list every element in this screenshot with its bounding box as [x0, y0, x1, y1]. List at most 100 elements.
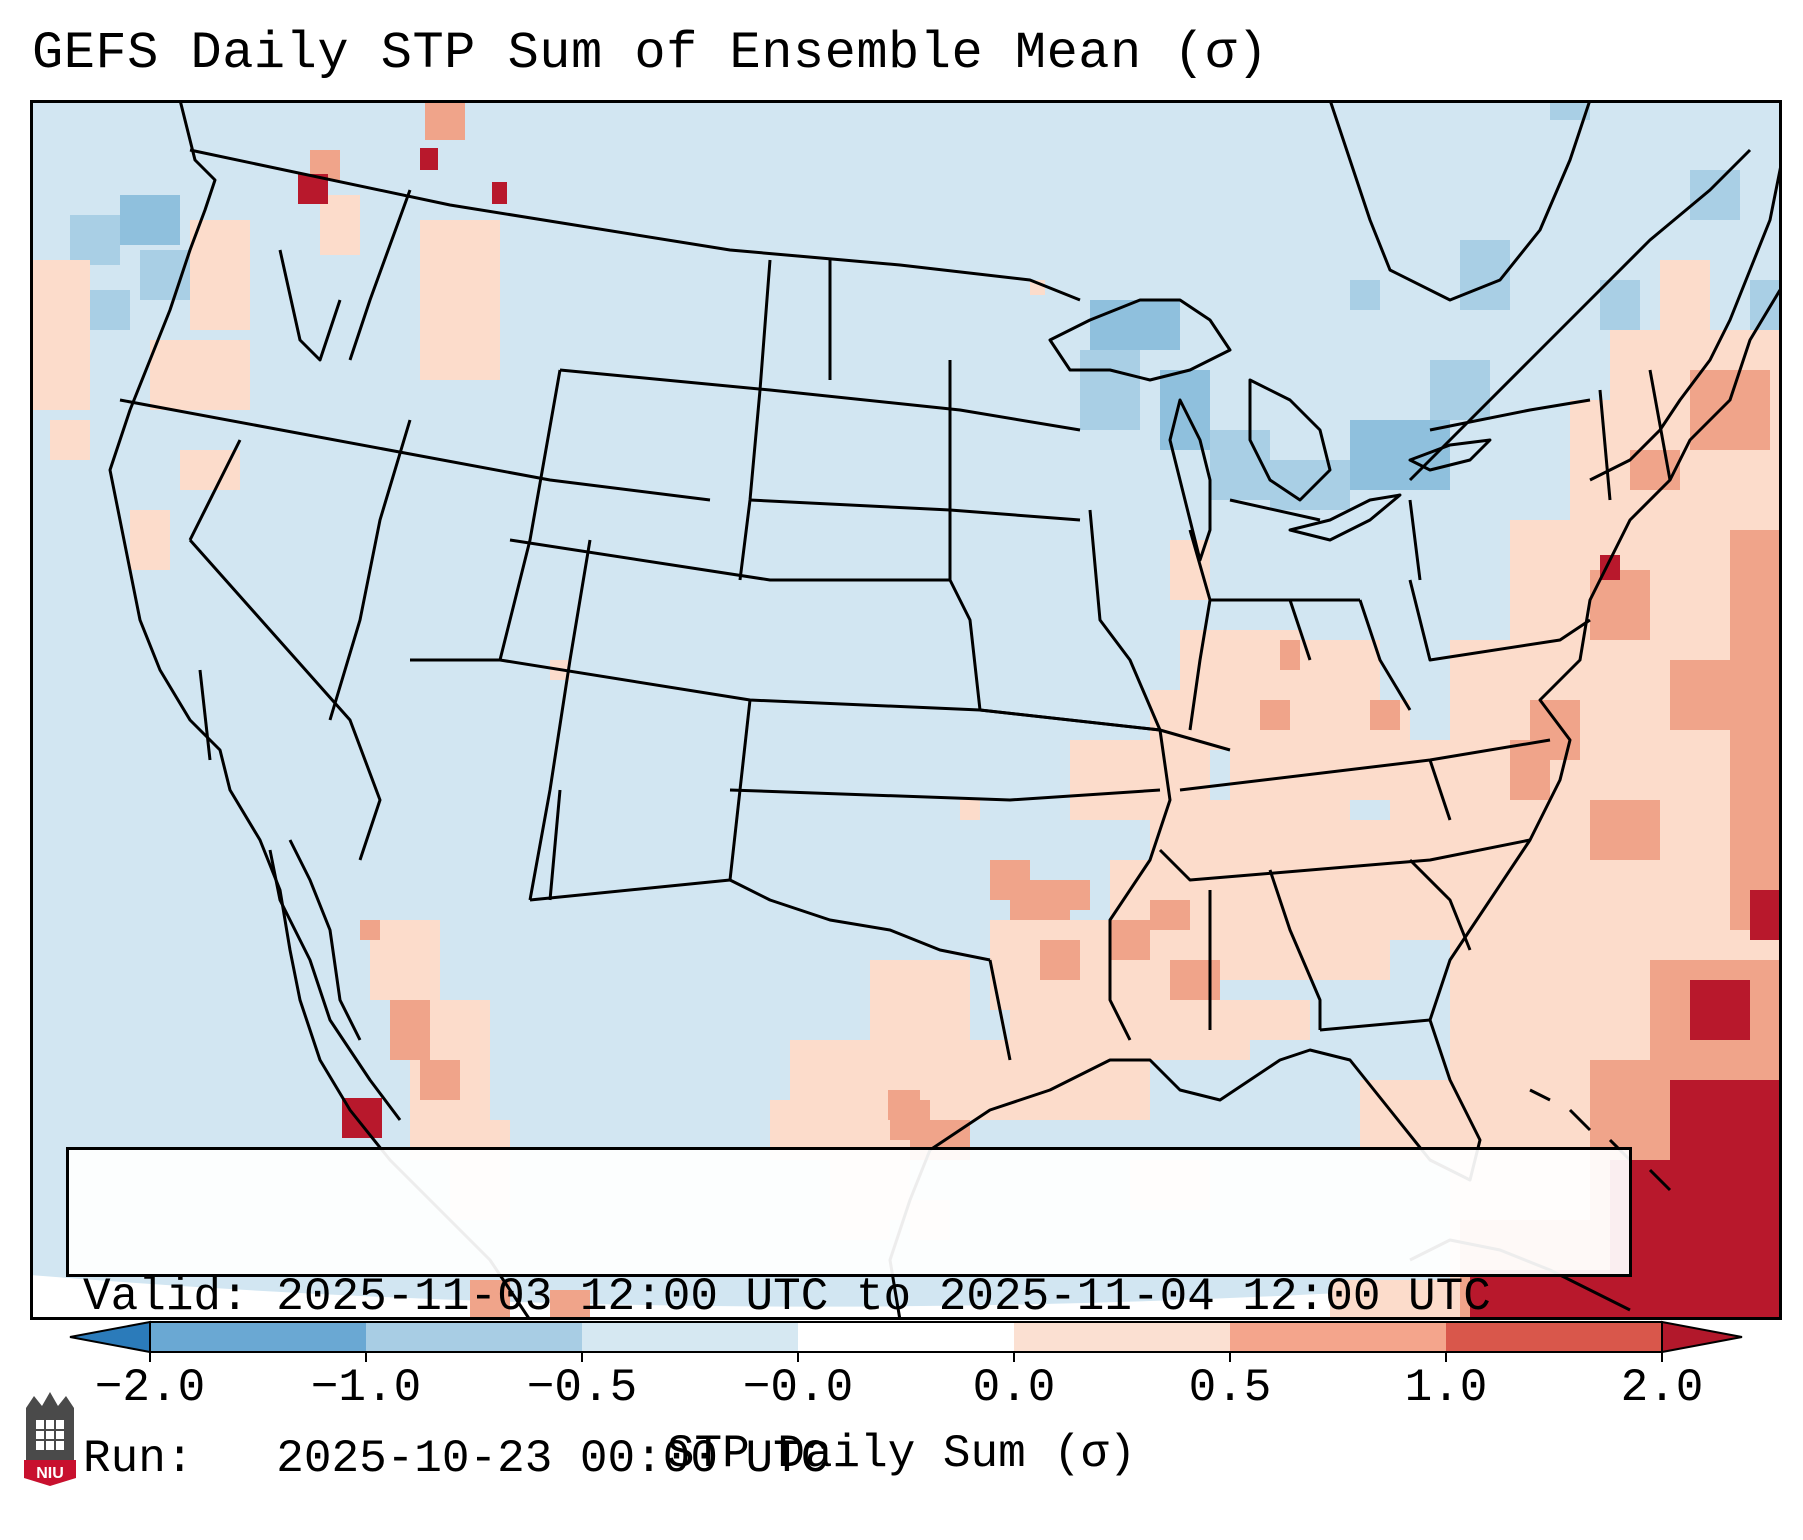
field-cell	[550, 1290, 590, 1320]
gulf-coastline	[888, 289, 1782, 1320]
field-cell	[1210, 430, 1270, 500]
field-cell	[1080, 350, 1140, 430]
field-cell	[1230, 880, 1390, 980]
colorbar-label: STP Daily Sum (σ)	[666, 1428, 1137, 1480]
border-line	[498, 369, 562, 661]
niu-logo: NIU	[24, 1392, 76, 1486]
field-cell	[1350, 280, 1380, 310]
field-cell	[1590, 800, 1660, 860]
field-cell	[420, 1060, 460, 1100]
border-line	[528, 539, 592, 901]
field-cell	[1330, 1280, 1450, 1320]
border-line	[729, 788, 1161, 802]
field-cell	[470, 1280, 510, 1320]
field-cell	[1390, 800, 1470, 900]
field-cell	[1030, 1060, 1130, 1100]
border-line	[1598, 389, 1612, 501]
lake-superior	[1048, 298, 1232, 382]
valid-value: 2025-11-03 12:00 UTC to 2025-11-04 12:00…	[276, 1271, 1491, 1323]
figure-title: GEFS Daily STP Sum of Ensemble Mean (σ)	[32, 24, 1269, 83]
border-line	[1088, 509, 1162, 731]
lake-erie	[1288, 493, 1402, 542]
field-cell	[1150, 750, 1210, 810]
hudson-bay-edge	[1328, 100, 1592, 302]
field-cell	[1110, 920, 1150, 960]
border-line	[188, 539, 382, 861]
colorbar-segment	[1446, 1322, 1662, 1352]
field-cell	[492, 182, 507, 204]
border-line	[1268, 869, 1322, 1030]
border-line	[278, 249, 342, 362]
map-panel	[30, 100, 1782, 1320]
field-cell	[1660, 260, 1710, 330]
border-line	[1408, 499, 1422, 581]
colorbar-tick-label: 2.0	[1620, 1362, 1704, 1414]
border-line	[188, 439, 242, 541]
field-cell	[1090, 300, 1180, 350]
border-line	[1408, 579, 1591, 662]
st-lawrence-coast	[1408, 148, 1752, 482]
state-borders	[119, 148, 1672, 1061]
field-cell	[420, 148, 438, 170]
colorbar-extend-low	[69, 1320, 151, 1354]
colorbar-frame	[149, 1321, 1663, 1353]
field-cell	[70, 215, 120, 265]
colorbar-extend-high	[1661, 1320, 1743, 1354]
border-line	[559, 368, 1081, 432]
field-cell	[320, 195, 360, 255]
colorbar-segment	[366, 1322, 582, 1352]
field-cell	[1690, 370, 1770, 450]
field-cell	[1270, 460, 1350, 510]
field-cell	[1170, 960, 1220, 1000]
field-cell	[888, 1090, 920, 1120]
field-cell	[30, 260, 90, 410]
field-cell	[1250, 1000, 1310, 1040]
colorbar-tick-label: −0.0	[742, 1362, 854, 1414]
field-cell	[1730, 530, 1782, 930]
border-line	[198, 669, 212, 761]
border-line	[509, 538, 950, 582]
field-cell	[420, 220, 500, 380]
border-line	[548, 789, 562, 901]
border-line	[1429, 398, 1591, 432]
lake-huron	[1248, 378, 1332, 502]
border-line	[948, 360, 982, 711]
northeast-coastline	[1589, 159, 1782, 482]
border-line	[119, 398, 711, 502]
border-line	[1229, 498, 1321, 522]
border-line	[1158, 838, 1531, 882]
field-cell	[50, 420, 90, 460]
border-line	[1188, 529, 1212, 731]
colorbar-tick-label: 0.5	[1188, 1362, 1272, 1414]
field-cell	[1460, 240, 1510, 310]
field-cell	[390, 1000, 430, 1060]
field-cell	[1150, 900, 1190, 930]
field-cell	[360, 920, 380, 940]
field-cell	[1690, 980, 1750, 1040]
border-line	[1648, 369, 1672, 481]
field-cell	[425, 100, 465, 140]
pacific-coastline	[108, 100, 532, 1320]
field-cell	[1280, 640, 1300, 670]
lake-ontario	[1408, 438, 1492, 472]
border-line	[988, 959, 1012, 1061]
colorbar-tick-label: −2.0	[94, 1362, 206, 1414]
valid-label: Valid:	[83, 1271, 249, 1323]
colorbar-segment	[1014, 1322, 1230, 1352]
colorbar-segment	[1230, 1322, 1446, 1352]
field-cell	[1510, 740, 1550, 800]
field-cell	[1040, 940, 1080, 980]
colorbar-segment	[150, 1322, 366, 1352]
valid-row: Valid: 2025-11-03 12:00 UTC to 2025-11-0…	[83, 1270, 1629, 1324]
field-cell	[90, 290, 130, 330]
field-cell	[130, 510, 170, 570]
colorbar-tick-label: 1.0	[1404, 1362, 1488, 1414]
baja-peninsula	[268, 839, 402, 1121]
map-frame	[30, 100, 1782, 1320]
field-cell	[1600, 280, 1640, 330]
field-cell	[1150, 1000, 1250, 1060]
field-cell	[1010, 880, 1070, 920]
logo-text: NIU	[36, 1465, 64, 1482]
field-cell	[190, 220, 250, 330]
border-line	[1288, 599, 1312, 661]
